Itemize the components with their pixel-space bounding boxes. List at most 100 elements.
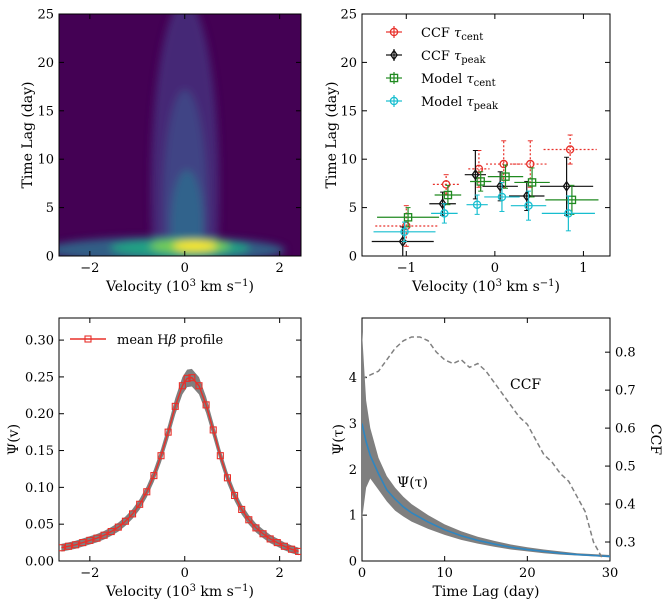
y-axis-label-d: Ψ(τ) — [331, 424, 347, 455]
profile-marker — [171, 402, 179, 410]
data-point — [497, 192, 507, 202]
data-point — [565, 145, 575, 154]
profile-marker — [79, 539, 87, 547]
axes-frame-a — [58, 13, 302, 257]
legend-label: Model τcent — [421, 72, 496, 89]
y-tick-label: 0.15 — [25, 444, 54, 459]
x-tick-label: 2 — [276, 566, 284, 581]
ccf-line — [362, 336, 603, 558]
profile-plot — [59, 368, 301, 556]
legend-label-main: Model — [421, 95, 466, 110]
y-tick-label: 0 — [46, 250, 54, 265]
y-tick-label: 5 — [46, 201, 54, 216]
data-point — [440, 209, 449, 218]
legend-label: CCF τcent — [421, 26, 483, 43]
y-tick-label: 5 — [349, 201, 357, 216]
annotations-d: Ψ(τ) CCF — [397, 377, 541, 491]
profile-marker — [136, 500, 144, 508]
data-point — [472, 200, 482, 209]
legend-label: Model τpeak — [421, 95, 499, 112]
legend-marker — [390, 49, 398, 61]
x-axis-label-b-part: km s — [502, 279, 540, 295]
profile-marker — [72, 541, 80, 549]
profile-marker — [280, 542, 288, 550]
profile-marker — [252, 524, 260, 532]
x-tick-label: −1 — [397, 261, 416, 276]
y-tick-label: 10 — [37, 153, 54, 168]
y-tick-label: 0 — [349, 555, 357, 570]
x-axis-label-a-part: −1 — [234, 278, 249, 289]
x-axis-label-c-part: Velocity (10 — [105, 584, 190, 600]
x-axis-label-b-part: 3 — [496, 278, 502, 289]
x-axis-label-b-part: Velocity (10 — [411, 279, 496, 295]
x-axis-label-c-part: −1 — [234, 583, 249, 594]
profile-marker — [273, 539, 281, 547]
data-point — [501, 172, 510, 181]
x-axis-label-b-part: −1 — [540, 278, 555, 289]
axes-frame-b — [361, 13, 611, 257]
y-tick-label: 0.20 — [25, 407, 54, 422]
y-tick-label: 3 — [349, 417, 357, 432]
profile-marker — [245, 516, 253, 524]
legend-label-sym: τ — [466, 95, 474, 110]
profile-marker — [114, 523, 122, 531]
y-tick-label: 0.30 — [25, 334, 54, 349]
scatter-series — [371, 134, 599, 256]
profile-marker — [93, 534, 101, 542]
x-tick-label: 0 — [491, 261, 499, 276]
y-tick-label: 20 — [340, 56, 357, 71]
y2-axis-label-d: CCF — [647, 424, 663, 455]
data-point — [499, 159, 508, 169]
y2-tick-label: 0.6 — [615, 422, 636, 437]
psi-uncertainty-band — [362, 331, 610, 558]
axes-c: −2 0 2 0.00 0.05 0.10 0.15 0.20 0.25 0.30 Velocity… — [6, 318, 301, 600]
axes-frame-c — [58, 317, 302, 562]
x-axis-label-c-part: 3 — [190, 583, 196, 594]
x-tick-label: 20 — [519, 566, 536, 581]
y-tick-label: 0 — [349, 250, 357, 265]
y2-tick-label: 0.5 — [615, 460, 636, 475]
data-point — [438, 198, 447, 210]
legend-label-sub: cent — [474, 78, 496, 89]
legend-label-main: CCF — [421, 49, 454, 64]
y-tick-label: 4 — [349, 371, 357, 386]
y-tick-label: 0.25 — [25, 370, 54, 385]
legend-label-main: CCF — [421, 26, 454, 41]
profile-marker — [188, 374, 196, 382]
profile-marker — [86, 536, 94, 544]
y2-tick-label: 0.7 — [615, 384, 636, 399]
transfer-plot — [362, 331, 610, 558]
profile-marker — [216, 452, 224, 460]
x-tick-label: 30 — [602, 566, 619, 581]
series-cent-2 — [377, 164, 599, 228]
profile-marker — [209, 426, 217, 434]
heatmap-core-yellow — [173, 241, 217, 251]
legend-label-sub: peak — [461, 55, 486, 66]
y-tick-label: 25 — [37, 8, 54, 23]
psi-line — [362, 423, 610, 558]
series-cent-0 — [375, 134, 597, 247]
profile-marker — [178, 382, 186, 390]
profile-marker — [259, 530, 267, 538]
profile-marker — [59, 544, 65, 552]
legend-label-rest: profile — [176, 333, 223, 348]
y-axis-label-a: Time Lag (day) — [20, 81, 36, 188]
profile-marker — [238, 505, 246, 514]
data-point — [476, 177, 485, 186]
x-axis-label-c: Velocity (103 km s−1) — [105, 583, 254, 600]
heatmap-ridge-inner — [171, 170, 203, 256]
y-axis-label-b: Time Lag (day) — [324, 81, 340, 188]
y-axis-label-c: Ψ(v) — [6, 424, 22, 455]
data-point — [400, 227, 409, 237]
x-axis-label-b-part: ) — [555, 279, 560, 295]
legend-label-sub: peak — [474, 101, 499, 112]
profile-marker — [128, 510, 137, 518]
profile-marker — [157, 452, 165, 460]
x-tick-label: 2 — [276, 261, 284, 276]
x-tick-label: 1 — [579, 261, 587, 276]
x-axis-label-c-part: ) — [249, 584, 254, 600]
